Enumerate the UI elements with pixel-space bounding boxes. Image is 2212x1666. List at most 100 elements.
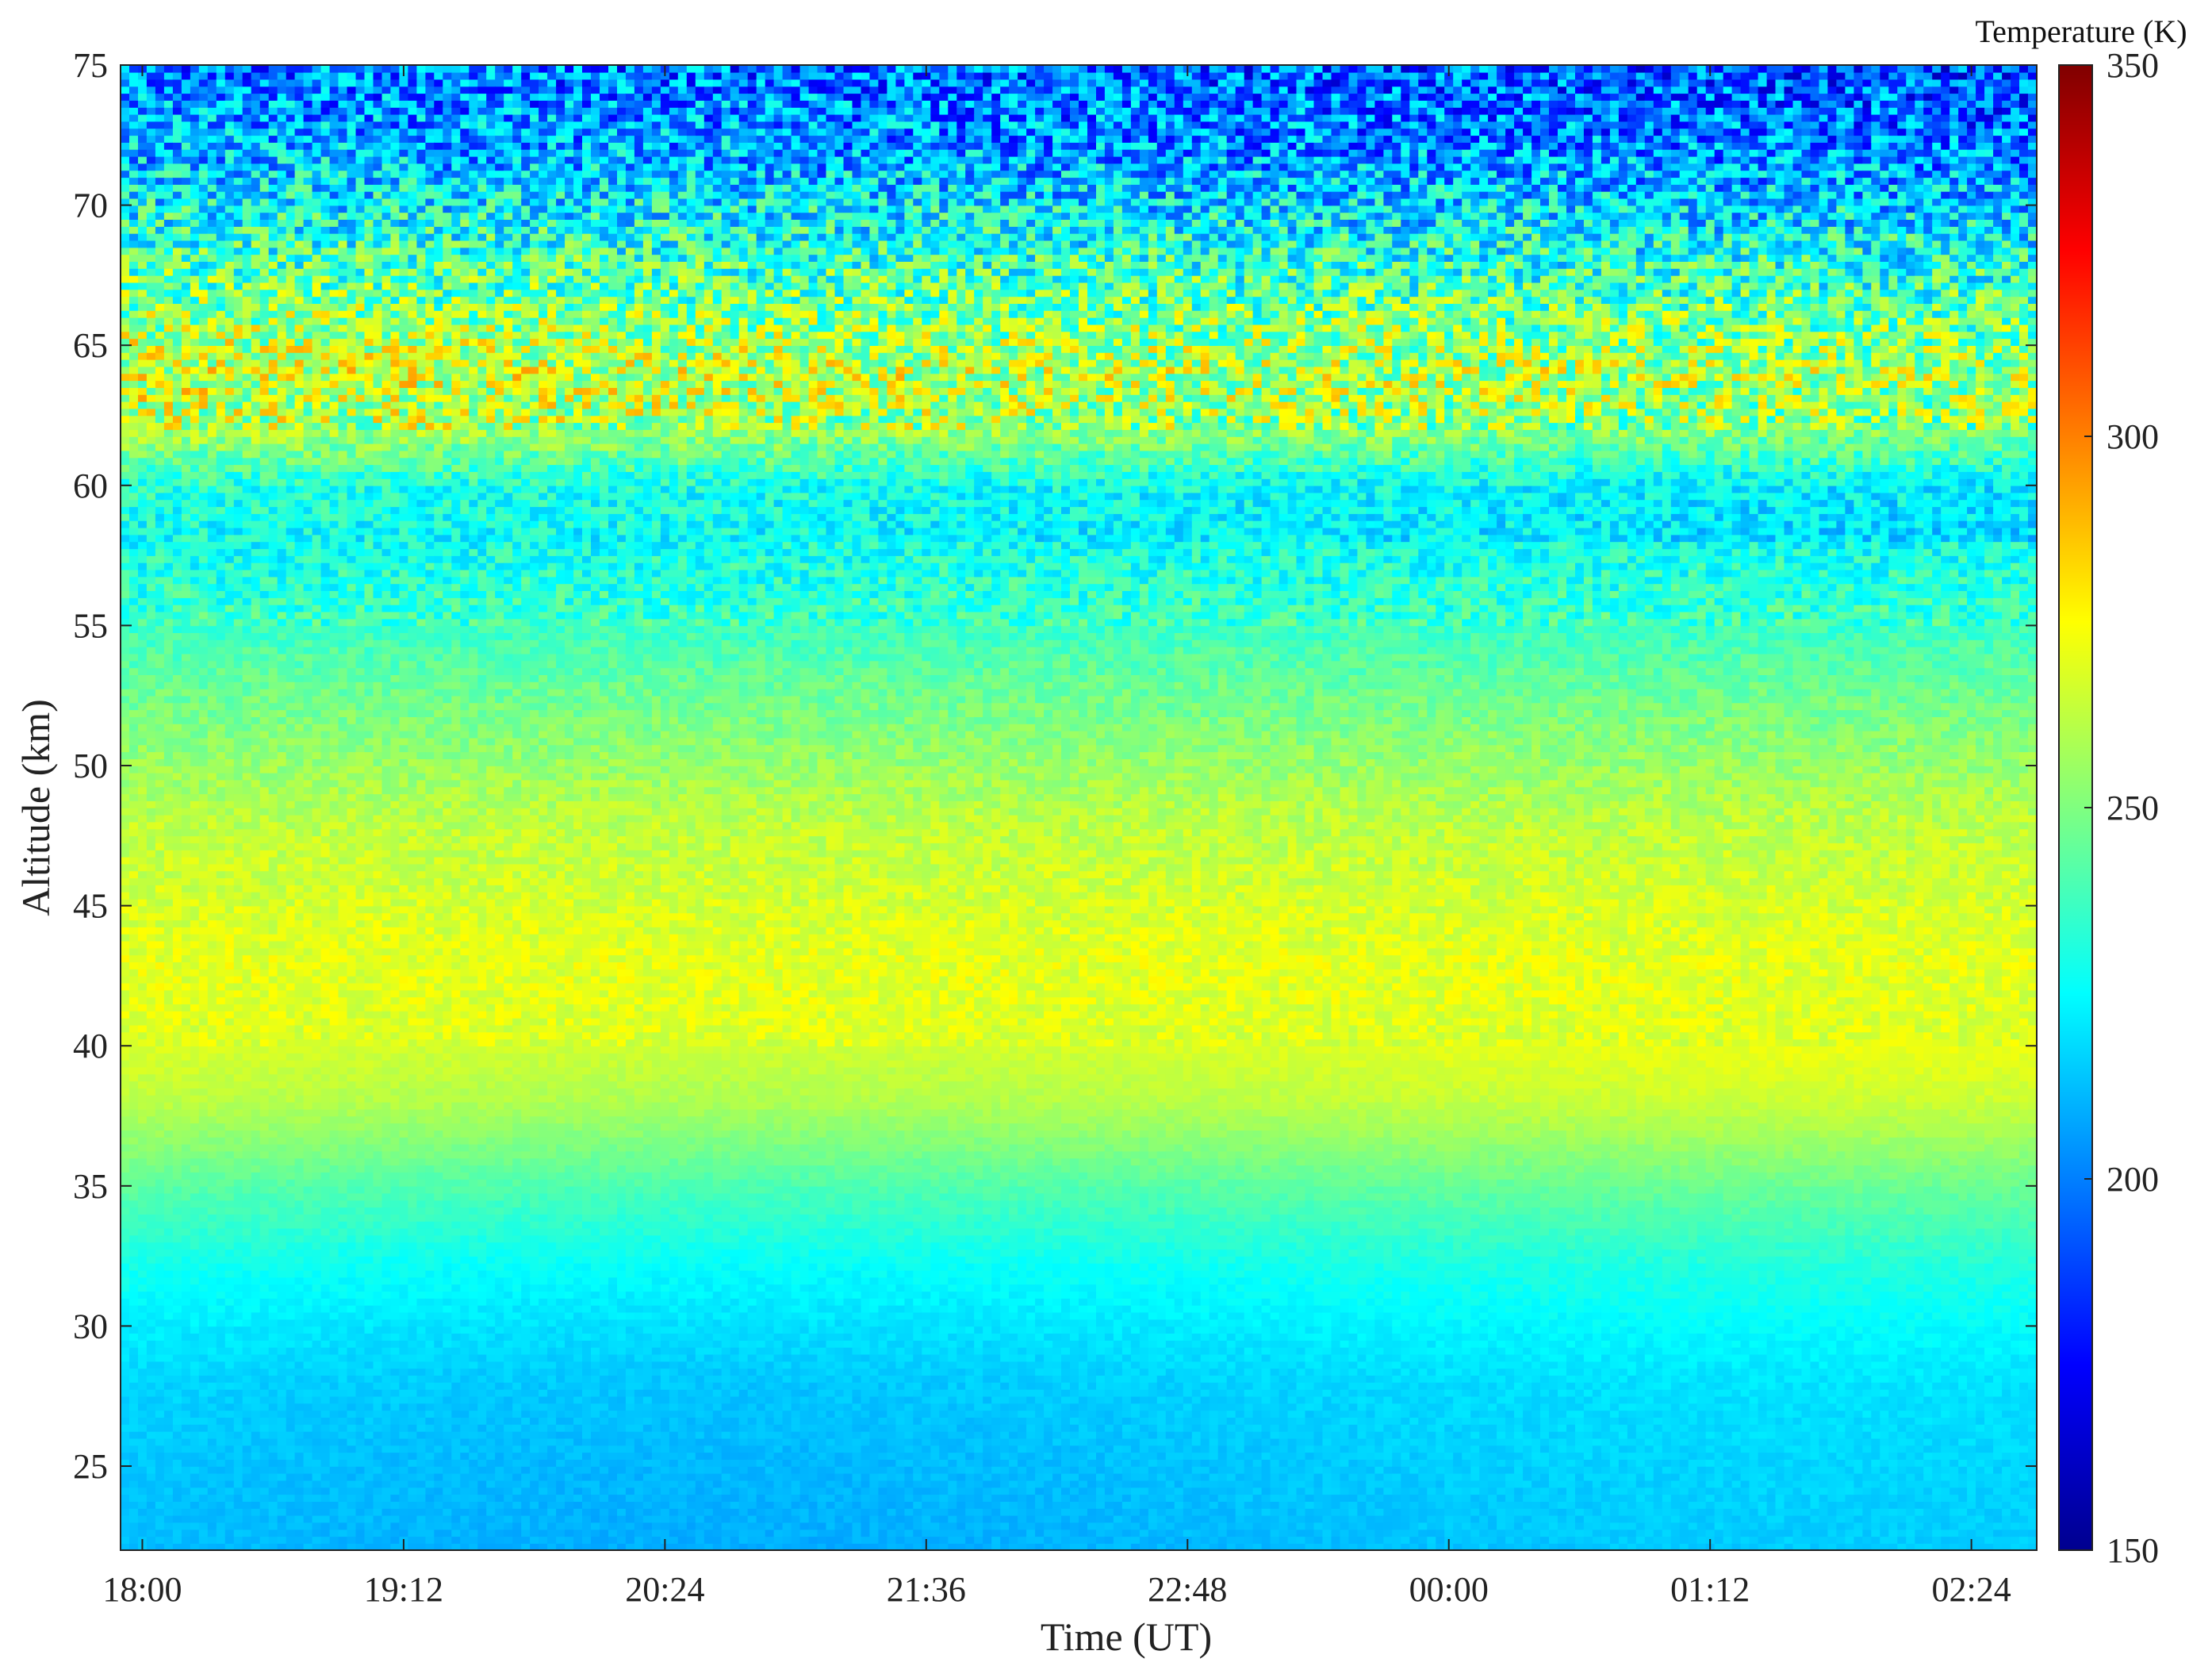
heatmap-cell (138, 780, 148, 788)
heatmap-cell (129, 1298, 139, 1306)
heatmap-cell (138, 486, 148, 493)
heatmap-cell (147, 731, 156, 739)
heatmap-cell (147, 1340, 156, 1348)
heatmap-cell (138, 1011, 148, 1019)
heatmap-cell (129, 941, 139, 949)
heatmap-cell (147, 1088, 156, 1096)
heatmap-cell (147, 100, 156, 108)
heatmap-cell (147, 142, 156, 150)
heatmap-cell (121, 233, 130, 241)
heatmap-cell (129, 877, 139, 885)
heatmap-cell (147, 1382, 156, 1390)
heatmap-cell (147, 647, 156, 654)
heatmap-cell (147, 1102, 156, 1110)
heatmap-cell (138, 1046, 148, 1054)
heatmap-cell (147, 1473, 156, 1481)
heatmap-cell (147, 773, 156, 781)
heatmap-cell (121, 639, 130, 647)
heatmap-cell (138, 506, 148, 514)
heatmap-cell (129, 962, 139, 969)
heatmap-cell (147, 1410, 156, 1418)
heatmap-cell (121, 1256, 130, 1264)
heatmap-cell (129, 65, 139, 73)
heatmap-cell (147, 513, 156, 521)
heatmap-cell (121, 1130, 130, 1138)
heatmap-cell (121, 212, 130, 220)
heatmap-cell (121, 1375, 130, 1383)
heatmap-cell (129, 1200, 139, 1208)
heatmap-cell (147, 1417, 156, 1425)
heatmap-cell (121, 1095, 130, 1103)
heatmap-cell (121, 226, 130, 234)
heatmap-cell (121, 1501, 130, 1509)
heatmap-cell (138, 793, 148, 801)
heatmap-cell (121, 696, 130, 704)
heatmap-cell (138, 1312, 148, 1320)
heatmap-cell (138, 1333, 148, 1341)
heatmap-cell (121, 1109, 130, 1117)
heatmap-cell (138, 282, 148, 290)
heatmap-cell (121, 72, 130, 80)
heatmap-cell (138, 205, 148, 213)
heatmap-cell (129, 135, 139, 143)
heatmap-cell (147, 1032, 156, 1040)
heatmap-cell (147, 394, 156, 402)
heatmap-cell (129, 1004, 139, 1012)
heatmap-cell (129, 1417, 139, 1425)
heatmap-cell (138, 1298, 148, 1306)
heatmap-cell (121, 983, 130, 991)
heatmap-cell (121, 829, 130, 837)
heatmap-cell (121, 1488, 130, 1495)
heatmap-cell (129, 1214, 139, 1222)
heatmap-cell (138, 766, 148, 774)
heatmap-cell (129, 934, 139, 942)
heatmap-cell (121, 815, 130, 823)
heatmap-cell (138, 1494, 148, 1502)
heatmap-cell (138, 436, 148, 444)
heatmap-cell (138, 864, 148, 872)
heatmap-cell (138, 268, 148, 276)
heatmap-cell (138, 661, 148, 669)
heatmap-cell (129, 1410, 139, 1418)
heatmap-cell (121, 1137, 130, 1145)
heatmap-cell (138, 597, 148, 605)
heatmap-cell (121, 1410, 130, 1418)
heatmap-cell (147, 1375, 156, 1383)
heatmap-cell (138, 86, 148, 94)
heatmap-cell (129, 1291, 139, 1299)
heatmap-cell (147, 1081, 156, 1088)
heatmap-cell (147, 1312, 156, 1320)
heatmap-cell (121, 1284, 130, 1292)
heatmap-cell (121, 625, 130, 633)
heatmap-cell (129, 996, 139, 1004)
heatmap-cell (121, 310, 130, 318)
heatmap-cell (129, 72, 139, 80)
heatmap-cell (129, 513, 139, 521)
heatmap-cell (138, 1032, 148, 1040)
heatmap-cell (138, 1109, 148, 1117)
heatmap-cell (155, 1473, 165, 1481)
heatmap-cell (147, 1242, 156, 1250)
heatmap-cell (138, 1515, 148, 1523)
heatmap-cell (129, 674, 139, 682)
heatmap-cell (147, 184, 156, 192)
heatmap-cell (147, 401, 156, 409)
heatmap-cell (121, 1326, 130, 1334)
heatmap-cell (138, 996, 148, 1004)
heatmap-cell (129, 829, 139, 837)
heatmap-cell (138, 1018, 148, 1026)
heatmap-cell (147, 954, 156, 962)
heatmap-cell (155, 1530, 165, 1537)
heatmap-cell (121, 1466, 130, 1474)
heatmap-cell (121, 731, 130, 739)
heatmap-cell (138, 899, 148, 907)
heatmap-cell (129, 1466, 139, 1474)
heatmap-cell (138, 829, 148, 837)
heatmap-cell (138, 275, 148, 283)
heatmap-cell (129, 422, 139, 430)
heatmap-cell (147, 871, 156, 879)
heatmap-cell (147, 1046, 156, 1054)
heatmap-cell (147, 787, 156, 795)
heatmap-cell (147, 1053, 156, 1061)
heatmap-cell (147, 1536, 156, 1544)
